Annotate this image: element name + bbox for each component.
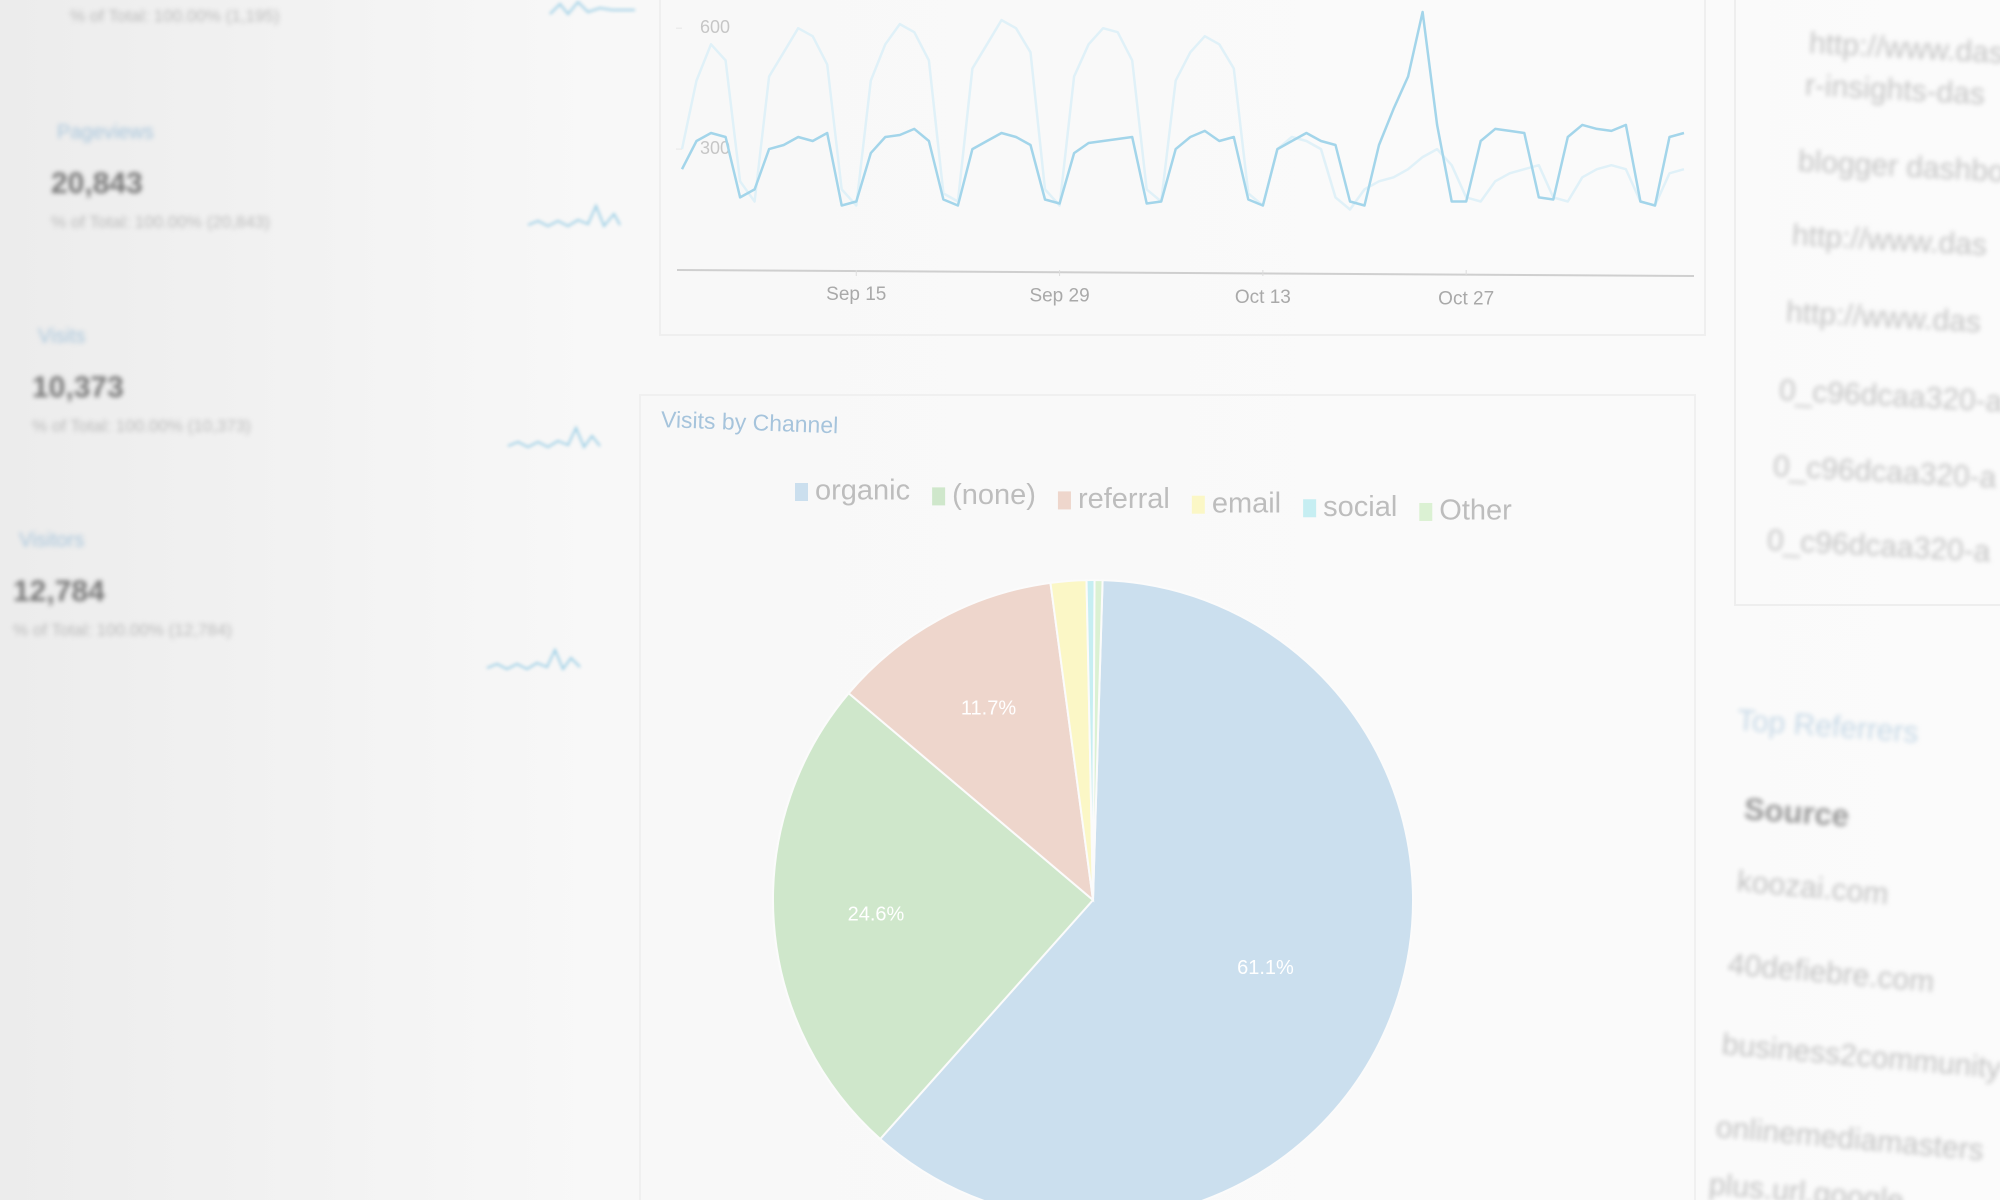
pie-slice — [847, 581, 1095, 903]
x-axis — [676, 269, 1695, 277]
metric-value: 10,373 — [32, 371, 124, 404]
x-tick-label: Oct 13 — [1235, 287, 1291, 308]
line-panel — [659, 0, 1706, 336]
metric-total: % of Total: 100.00% (20,843) — [51, 212, 270, 231]
sparkline — [527, 203, 621, 228]
y-tick-label: 300 — [700, 138, 730, 158]
legend-label: organic — [815, 475, 910, 507]
sparkline — [486, 647, 581, 672]
legend-swatch — [1191, 495, 1205, 514]
chart-title: Visits by Channel — [661, 406, 839, 438]
pie-panel — [639, 394, 1696, 1200]
metric-label: Visits — [38, 325, 85, 347]
legend-swatch — [1057, 491, 1071, 510]
legend-label: (none) — [952, 479, 1036, 511]
legend-swatch — [932, 487, 946, 506]
legend-label: social — [1323, 491, 1397, 523]
x-tick-label: Oct 27 — [1438, 288, 1494, 309]
url-panel — [1734, 0, 2000, 606]
sidebar: % of Total: 100.00% (1,195) Pageviews 20,8… — [13, 6, 280, 639]
legend-swatch — [1419, 502, 1433, 521]
pie-label: 24.6% — [848, 904, 905, 926]
pie-slice — [772, 691, 1095, 1141]
legend-label: referral — [1078, 483, 1170, 515]
metric-label: Pageviews — [57, 121, 154, 143]
legend-swatch — [795, 483, 808, 501]
metric-label: Visitors — [19, 529, 84, 551]
x-tick-label: Sep 29 — [1029, 286, 1089, 307]
line-series — [680, 18, 1685, 211]
metric-value: 20,843 — [51, 167, 143, 200]
legend-label: Other — [1439, 495, 1512, 527]
sparkline — [507, 425, 601, 450]
metric-value: 12,784 — [13, 575, 105, 608]
metric-total: % of Total: 100.00% (12,784) — [13, 620, 232, 639]
y-tick-label: 600 — [700, 17, 730, 37]
legend-label: email — [1212, 487, 1281, 519]
pie-label: 61.1% — [1237, 957, 1294, 979]
sparklines — [486, 0, 635, 672]
x-tick-label: Sep 15 — [826, 284, 886, 305]
pie-slice — [1092, 578, 1104, 901]
pie-slice — [878, 579, 1414, 1200]
table-header: Source — [1743, 791, 1850, 833]
pie-label: 11.7% — [961, 697, 1016, 719]
legend-swatch — [1303, 499, 1317, 518]
sparkline — [549, 0, 635, 16]
line-series — [680, 10, 1685, 207]
metric-total: % of Total: 100.00% (10,373) — [32, 416, 251, 435]
metric-total: % of Total: 100.00% (1,195) — [70, 6, 280, 25]
